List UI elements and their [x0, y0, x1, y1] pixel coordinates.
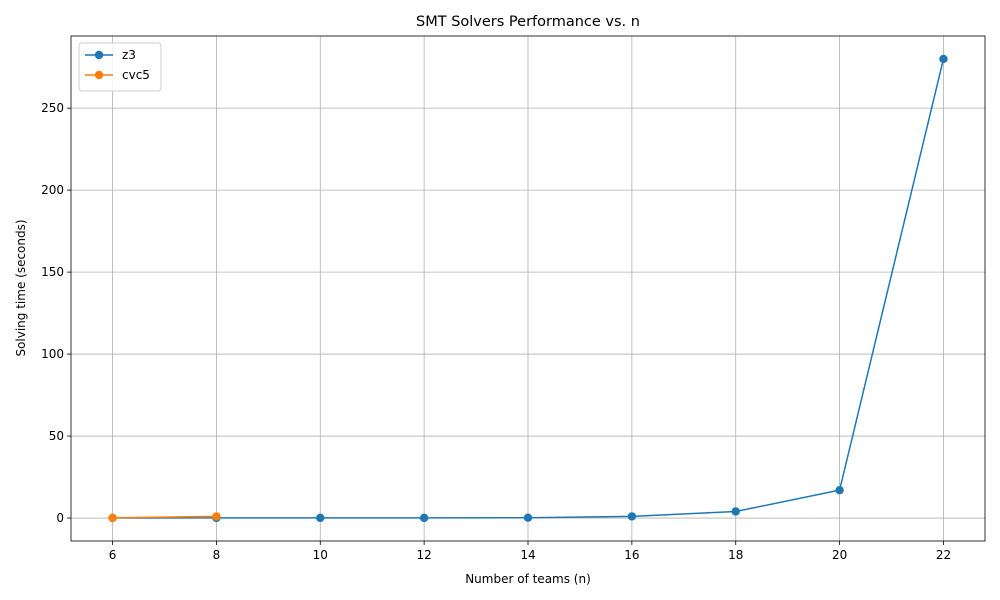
x-tick-label: 20 — [832, 548, 847, 562]
data-point-cvc5 — [108, 513, 117, 523]
series-cvc5 — [108, 512, 221, 523]
y-axis-label: Solving time (seconds) — [14, 219, 28, 356]
series-layer — [108, 54, 948, 523]
x-tick-label: 16 — [624, 548, 639, 562]
data-point-cvc5 — [212, 512, 221, 521]
legend-swatch-marker — [94, 70, 104, 80]
y-tick-label: 0 — [56, 511, 64, 525]
data-point-z3 — [419, 513, 429, 523]
legend-box — [78, 42, 162, 92]
x-tick-label: 22 — [936, 548, 951, 562]
legend-label: cvc5 — [122, 68, 150, 82]
x-axis-label: Number of teams (n) — [465, 572, 591, 586]
data-point-z3 — [523, 513, 533, 522]
legend: z3 cvc5 — [78, 42, 162, 92]
legend-item-cvc5: cvc5 — [85, 68, 150, 82]
data-point-z3 — [939, 54, 948, 64]
chart-title: SMT Solvers Performance vs. n — [416, 14, 640, 30]
legend-label: z3 — [122, 48, 136, 62]
y-tick-label: 50 — [49, 429, 64, 443]
x-tick-label: 8 — [213, 548, 221, 562]
x-tick-label: 10 — [313, 548, 328, 562]
y-tick-label: 250 — [41, 101, 64, 115]
data-point-z3 — [316, 513, 325, 523]
x-tick-label: 14 — [520, 548, 535, 562]
y-tick-label: 150 — [41, 265, 64, 279]
data-point-z3 — [835, 485, 844, 495]
x-tick-label: 12 — [416, 548, 431, 562]
legend-swatch-marker — [94, 50, 104, 60]
y-tick-label: 100 — [41, 347, 64, 361]
data-point-z3 — [627, 512, 637, 521]
series-line-cvc5 — [112, 515, 217, 519]
x-tick-label: 18 — [728, 548, 743, 562]
data-point-z3 — [731, 507, 740, 516]
grid — [71, 36, 985, 541]
legend-item-z3: z3 — [85, 48, 136, 62]
y-tick-label: 200 — [41, 183, 64, 197]
x-tick-label: 6 — [109, 548, 117, 562]
ticks: 6 8 10 12 14 16 18 20 22 0 50 100 150 200 250 — [41, 101, 951, 562]
